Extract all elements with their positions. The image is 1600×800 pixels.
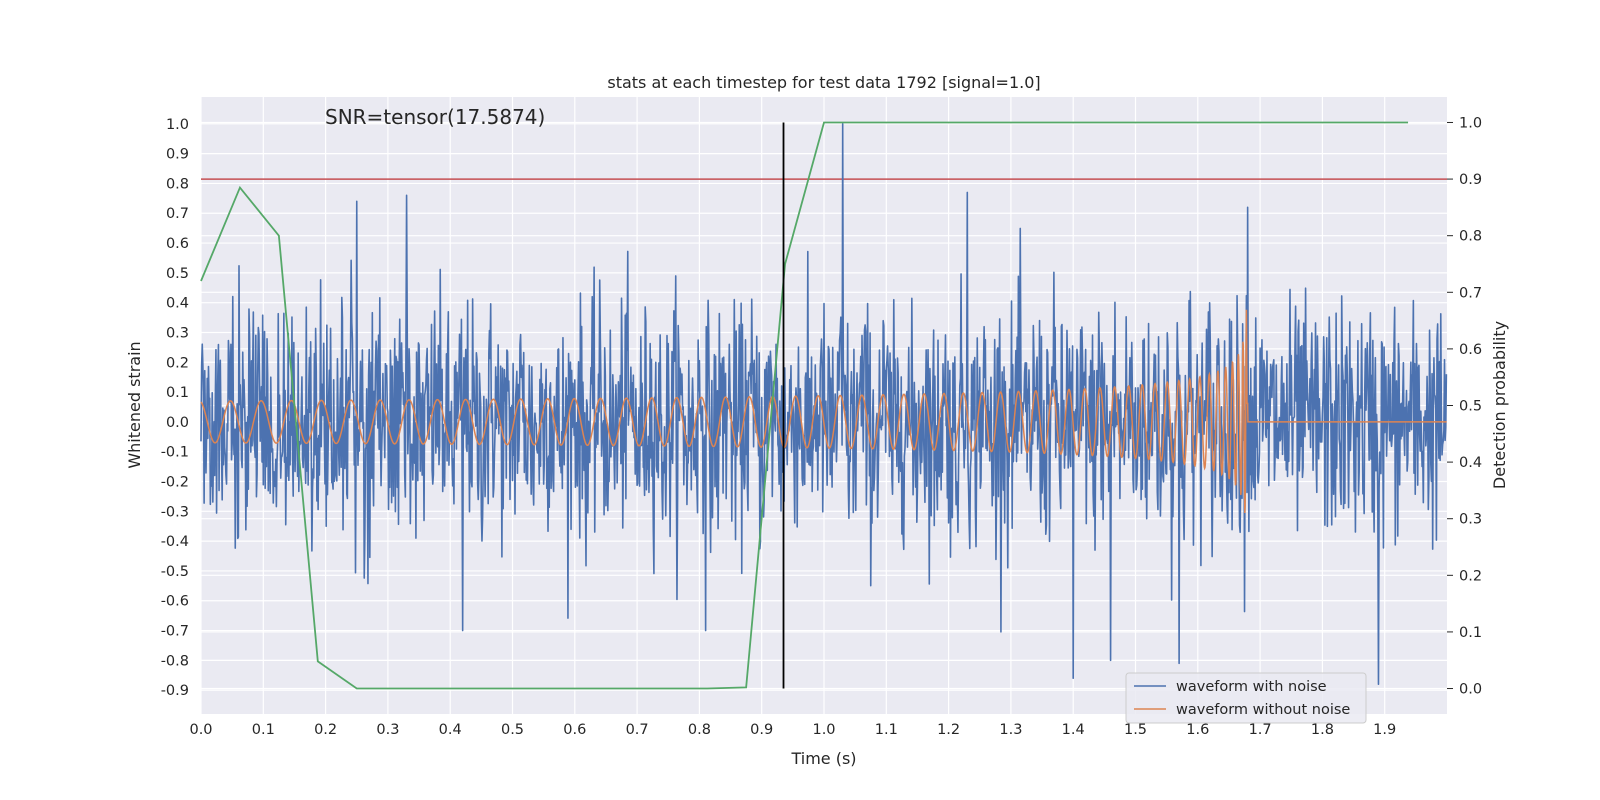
series-line-clean <box>200 309 1447 513</box>
x-tick-label: 0.3 <box>376 722 399 738</box>
y2-tick-label: 0.4 <box>1459 455 1482 471</box>
y-tick-label: 0.8 <box>166 176 189 192</box>
y2-tick-label: 0.3 <box>1459 512 1482 528</box>
y-tick-label: 0.5 <box>166 266 189 282</box>
x-tick-label: 0.1 <box>252 722 275 738</box>
x-tick-label: 0.9 <box>750 722 773 738</box>
y-tick-label: -0.2 <box>161 475 189 491</box>
y-tick-label: 1.0 <box>166 117 189 133</box>
x-tick-label: 1.3 <box>999 722 1022 738</box>
y-tick-label: -0.3 <box>161 504 189 520</box>
y2-tick-label: 0.1 <box>1459 625 1482 641</box>
y-tick-label: 0.2 <box>166 355 189 371</box>
x-tick-label: 1.1 <box>875 722 898 738</box>
y2-axis-label: Detection probability <box>1490 321 1509 489</box>
series <box>200 121 1448 690</box>
legend-box <box>1125 672 1367 724</box>
y-tick-label: -0.8 <box>161 653 189 669</box>
y2-tick-label: 0.0 <box>1459 682 1482 698</box>
x-tick-label: 0.8 <box>688 722 711 738</box>
series-line-noisy <box>200 123 1448 685</box>
chart-title: stats at each timestep for test data 179… <box>607 73 1040 92</box>
y-axis-label: Whitened strain <box>125 341 144 468</box>
x-tick-label: 0.6 <box>563 722 586 738</box>
y2-tick-label: 0.2 <box>1459 568 1482 584</box>
x-tick-label: 0.4 <box>439 722 462 738</box>
legend-label-noisy: waveform with noise <box>1176 679 1327 695</box>
y-tick-label: 0.7 <box>166 206 189 222</box>
y2-tick-label: 0.9 <box>1459 172 1482 188</box>
y-tick-label: -0.6 <box>161 594 189 610</box>
snr-annotation: SNR=tensor(17.5874) <box>325 105 545 129</box>
x-tick-label: 1.6 <box>1186 722 1209 738</box>
y-tick-label: 0.1 <box>166 385 189 401</box>
x-tick-label: 1.8 <box>1311 722 1334 738</box>
x-tick-label: 1.7 <box>1249 722 1272 738</box>
y-tick-label: 0.9 <box>166 147 189 163</box>
y-tick-label: 0.0 <box>166 415 189 431</box>
y-tick-label: 0.6 <box>166 236 189 252</box>
y-tick-label: 0.3 <box>166 325 189 341</box>
y2-tick-label: 0.6 <box>1459 342 1482 358</box>
x-tick-label: 0.0 <box>189 722 212 738</box>
y-tick-label: -0.4 <box>161 534 189 550</box>
y2-tick-label: 0.8 <box>1459 229 1482 245</box>
x-tick-label: 0.7 <box>626 722 649 738</box>
legend-label-clean: waveform without noise <box>1176 702 1350 718</box>
y-tick-label: -0.5 <box>161 564 189 580</box>
x-tick-label: 1.9 <box>1373 722 1396 738</box>
x-axis-label: Time (s) <box>790 749 856 768</box>
ticks: 0.0 0.1 0.2 0.3 0.4 0.5 0.6 0.7 0.8 0.9 1.0 1.1 1.2 1… <box>161 115 1482 738</box>
y-tick-label: -0.1 <box>161 445 189 461</box>
y-tick-label: -0.9 <box>161 683 189 699</box>
x-tick-label: 1.0 <box>812 722 835 738</box>
x-tick-label: 1.2 <box>937 722 960 738</box>
y2-tick-label: 0.5 <box>1459 399 1482 415</box>
series-line-probability <box>200 121 1409 690</box>
y2-tick-label: 1.0 <box>1459 115 1482 131</box>
legend: waveform with noise waveform without noi… <box>1125 672 1367 724</box>
x-tick-label: 0.2 <box>314 722 337 738</box>
x-tick-label: 0.5 <box>501 722 524 738</box>
x-tick-label: 1.5 <box>1124 722 1147 738</box>
x-tick-label: 1.4 <box>1062 722 1085 738</box>
y-tick-label: -0.7 <box>161 624 189 640</box>
y-tick-label: 0.4 <box>166 296 189 312</box>
y2-tick-label: 0.7 <box>1459 285 1482 301</box>
